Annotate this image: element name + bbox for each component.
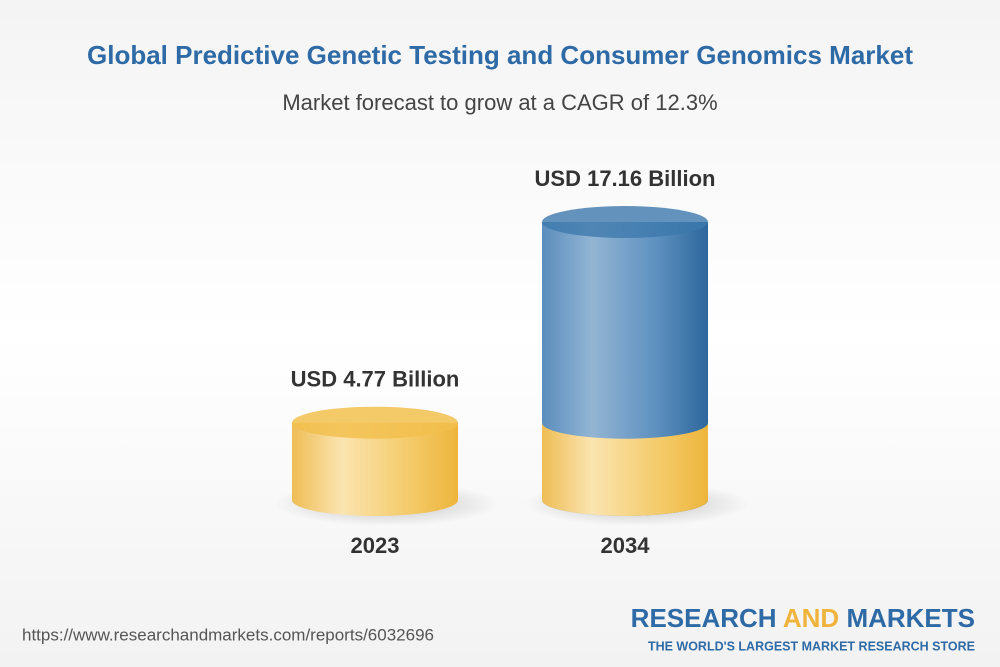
logo-word: MARKETS <box>846 603 975 633</box>
category-label: 2023 <box>351 533 400 558</box>
source-url: https://www.researchandmarkets.com/repor… <box>22 625 434 644</box>
cylinder-top <box>292 406 458 439</box>
cylinder <box>292 406 458 516</box>
logo-word: AND <box>783 603 839 633</box>
cylinder-body <box>292 422 458 516</box>
chart-subtitle: Market forecast to grow at a CAGR of 12.… <box>282 90 717 115</box>
value-label: USD 17.16 Billion <box>535 166 716 191</box>
logo-word: RESEARCH <box>631 603 777 633</box>
cylinder-top <box>542 206 708 239</box>
base-segment <box>542 422 708 516</box>
logo: RESEARCH AND MARKETS <box>631 603 975 633</box>
chart-title: Global Predictive Genetic Testing and Co… <box>87 40 913 70</box>
value-label: USD 4.77 Billion <box>291 367 460 392</box>
category-label: 2034 <box>601 533 651 558</box>
logo-tagline: THE WORLD'S LARGEST MARKET RESEARCH STOR… <box>648 639 975 653</box>
